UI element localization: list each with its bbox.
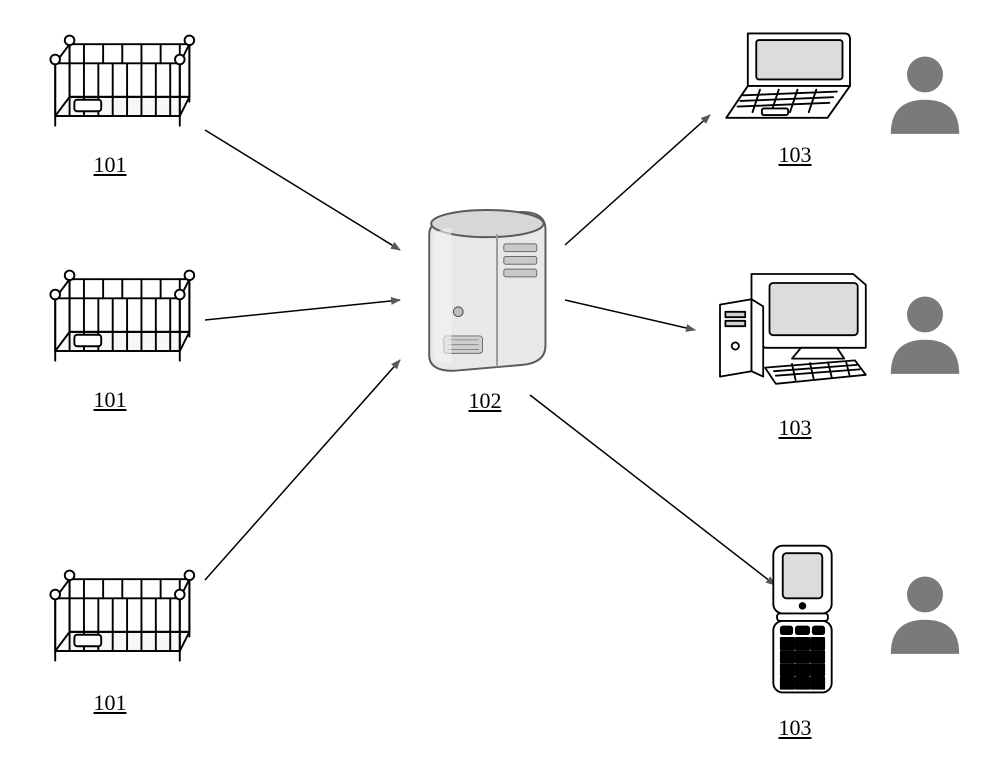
laptop-node bbox=[715, 25, 865, 130]
server-node bbox=[405, 200, 560, 375]
user-node-1 bbox=[880, 45, 970, 140]
crib-3-label: 101 bbox=[85, 690, 135, 716]
phone-node bbox=[760, 540, 845, 700]
user-node-3 bbox=[880, 565, 970, 660]
crib-node-1 bbox=[35, 25, 200, 140]
edge-crib3-server bbox=[205, 360, 400, 580]
crib-1-label: 101 bbox=[85, 152, 135, 178]
edge-server-laptop bbox=[565, 115, 710, 245]
desktop-node bbox=[700, 265, 875, 400]
desktop-icon bbox=[700, 265, 875, 400]
crib-node-3 bbox=[35, 560, 200, 675]
edge-crib1-server bbox=[205, 130, 400, 250]
user-icon bbox=[880, 285, 970, 380]
user-icon bbox=[880, 565, 970, 660]
crib-node-2 bbox=[35, 260, 200, 375]
server-icon bbox=[405, 200, 560, 375]
diagram-stage: 101 101 101 102 103 103 103 bbox=[0, 0, 1000, 763]
edge-crib2-server bbox=[205, 300, 400, 320]
edge-server-phone bbox=[530, 395, 775, 585]
crib-2-label: 101 bbox=[85, 387, 135, 413]
user-icon bbox=[880, 45, 970, 140]
crib-icon bbox=[35, 260, 200, 375]
phone-label: 103 bbox=[770, 715, 820, 741]
phone-icon bbox=[760, 540, 845, 700]
laptop-label: 103 bbox=[770, 142, 820, 168]
crib-icon bbox=[35, 25, 200, 140]
crib-icon bbox=[35, 560, 200, 675]
server-label: 102 bbox=[460, 388, 510, 414]
laptop-icon bbox=[715, 25, 865, 130]
desktop-label: 103 bbox=[770, 415, 820, 441]
edge-server-desktop bbox=[565, 300, 695, 330]
user-node-2 bbox=[880, 285, 970, 380]
